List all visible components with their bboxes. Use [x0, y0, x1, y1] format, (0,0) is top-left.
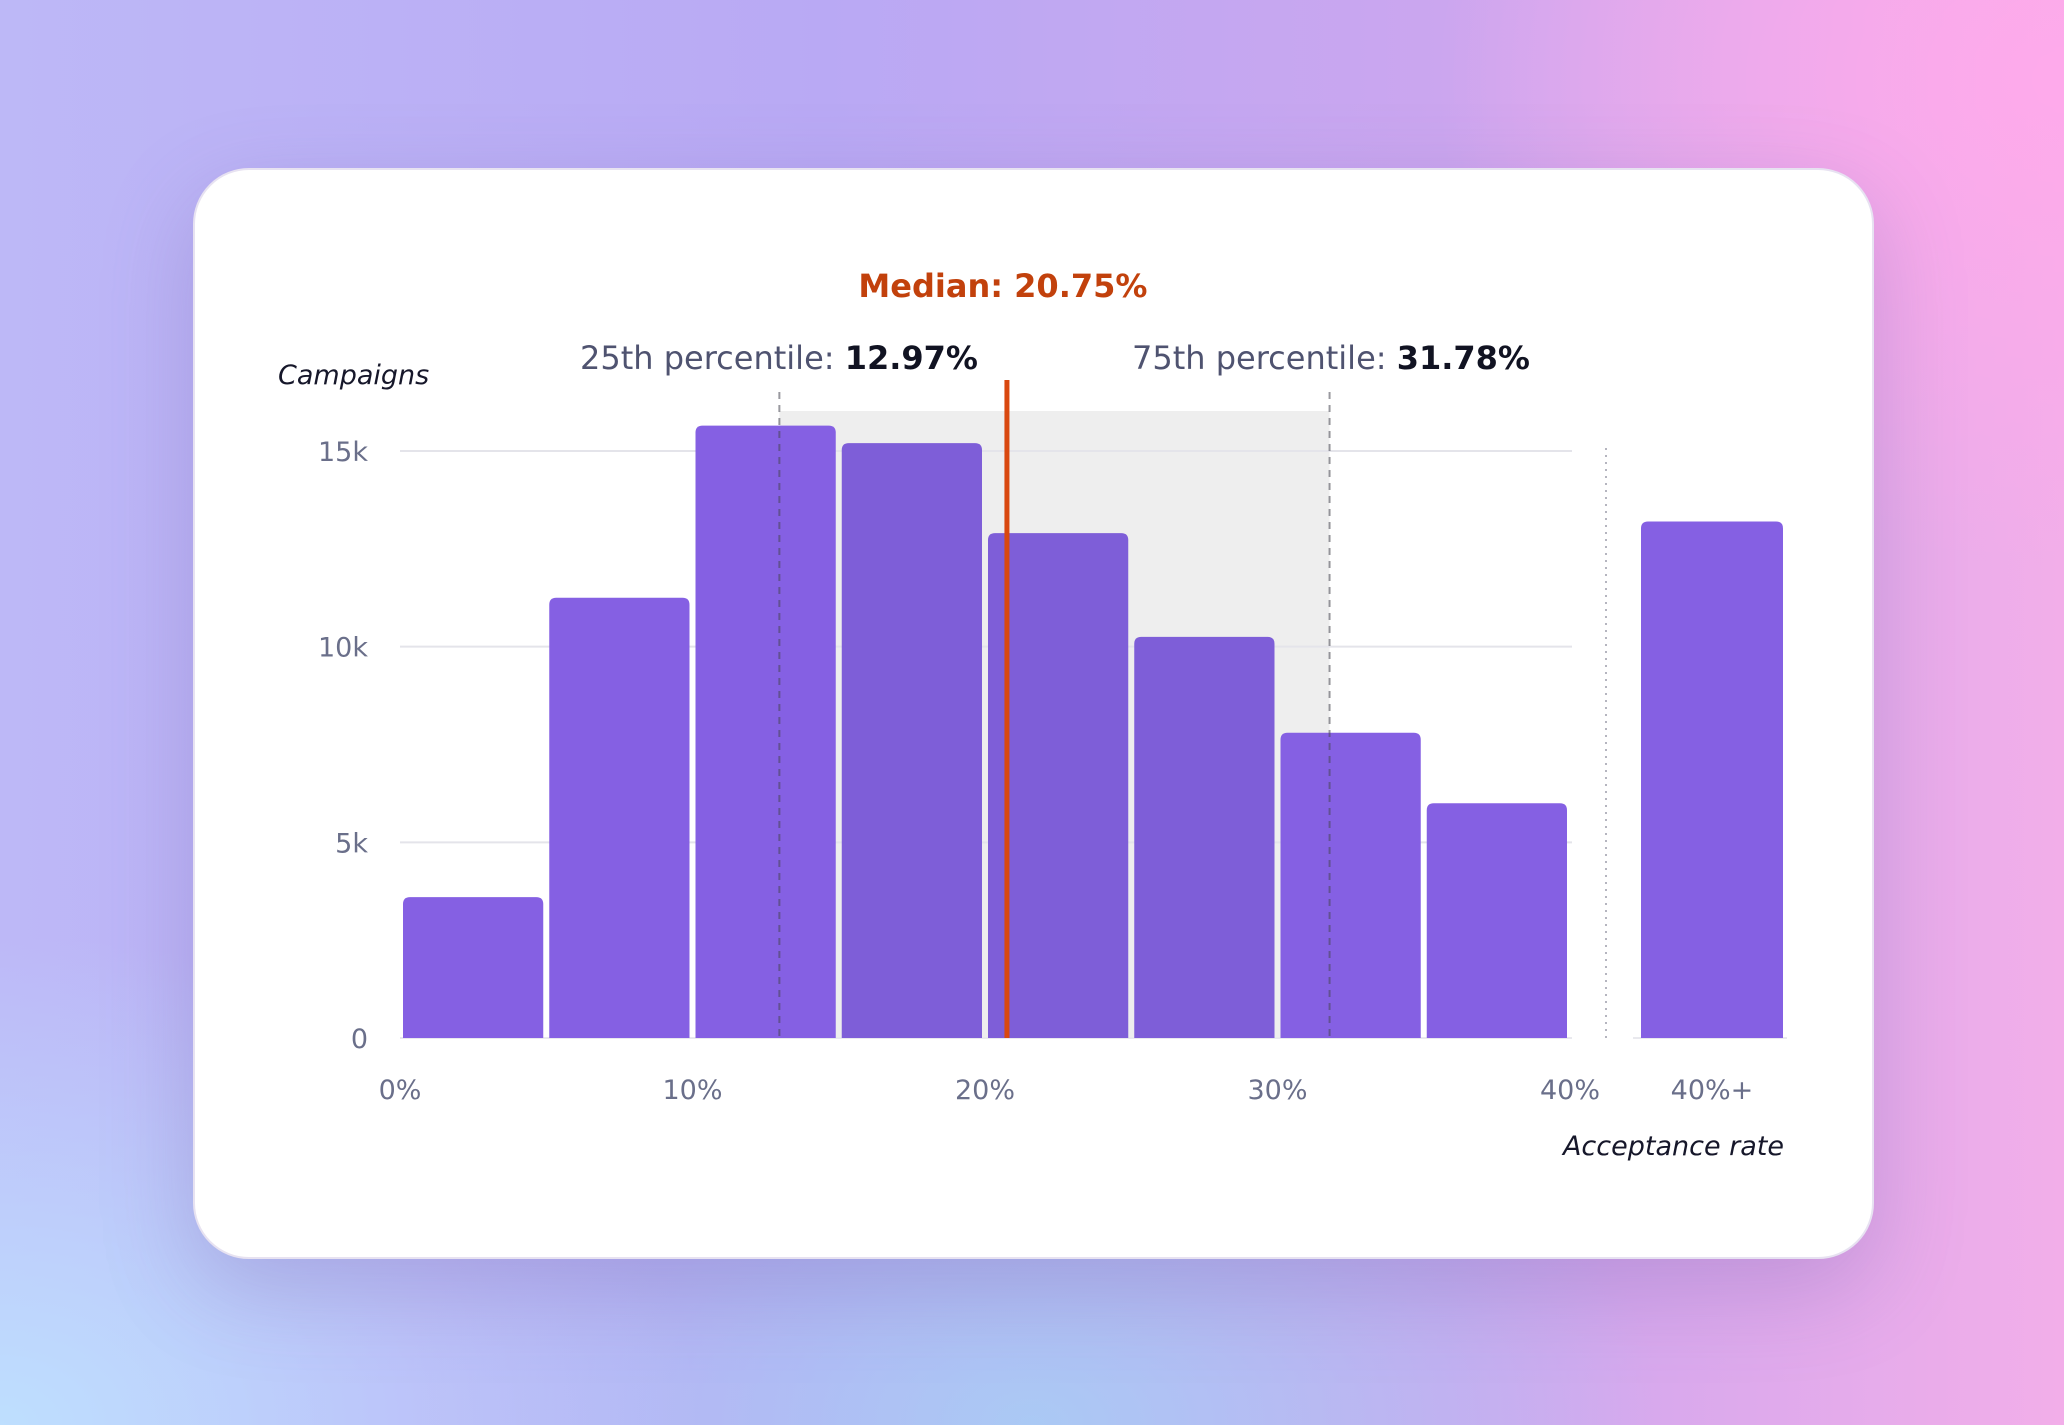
histogram-bar	[403, 897, 544, 1038]
y-tick-label: 5k	[335, 828, 368, 859]
chart-labels: 0 5k 10k 15k 0% 10% 20% 30% 40% 40%+ Campaigns Acce…	[278, 267, 1784, 1162]
histogram-bar	[695, 425, 836, 1038]
x-tick-label: 0%	[379, 1075, 422, 1106]
y-tick-label: 15k	[318, 437, 368, 468]
x-axis-title: Acceptance rate	[1561, 1131, 1784, 1162]
y-axis-title: Campaigns	[278, 360, 429, 391]
histogram-bars	[403, 425, 1783, 1038]
x-tick-label: 20%	[955, 1075, 1015, 1106]
percentile-lines	[778, 380, 1607, 1038]
y-tick-label: 10k	[318, 633, 368, 664]
p25-label: 25th percentile: 12.97%	[580, 339, 978, 377]
histogram-bar	[1280, 732, 1421, 1038]
p75-label-value: 31.78%	[1397, 339, 1530, 377]
p25-label-value: 12.97%	[845, 339, 978, 377]
y-tick-label: 0	[351, 1024, 368, 1055]
histogram-bar	[1134, 636, 1275, 1038]
histogram-bar	[1426, 803, 1567, 1038]
x-tick-label: 40%	[1540, 1075, 1600, 1106]
p25-label-text: 25th percentile:	[580, 339, 845, 377]
acceptance-rate-histogram: 0 5k 10k 15k 0% 10% 20% 30% 40% 40%+ Campaigns Acce…	[278, 267, 1787, 1162]
overflow-tick-label: 40%+	[1671, 1075, 1754, 1106]
median-label: Median: 20.75%	[858, 267, 1147, 305]
x-tick-label: 10%	[662, 1075, 722, 1106]
overflow-bar	[1641, 521, 1783, 1038]
x-tick-label: 30%	[1247, 1075, 1307, 1106]
p75-label: 75th percentile: 31.78%	[1132, 339, 1530, 377]
chart-card: 0 5k 10k 15k 0% 10% 20% 30% 40% 40%+ Campaigns Acce…	[193, 168, 1874, 1259]
histogram-bar	[988, 533, 1129, 1038]
p75-label-text: 75th percentile:	[1132, 339, 1397, 377]
histogram-bar	[549, 597, 690, 1038]
histogram-bar	[841, 443, 982, 1038]
